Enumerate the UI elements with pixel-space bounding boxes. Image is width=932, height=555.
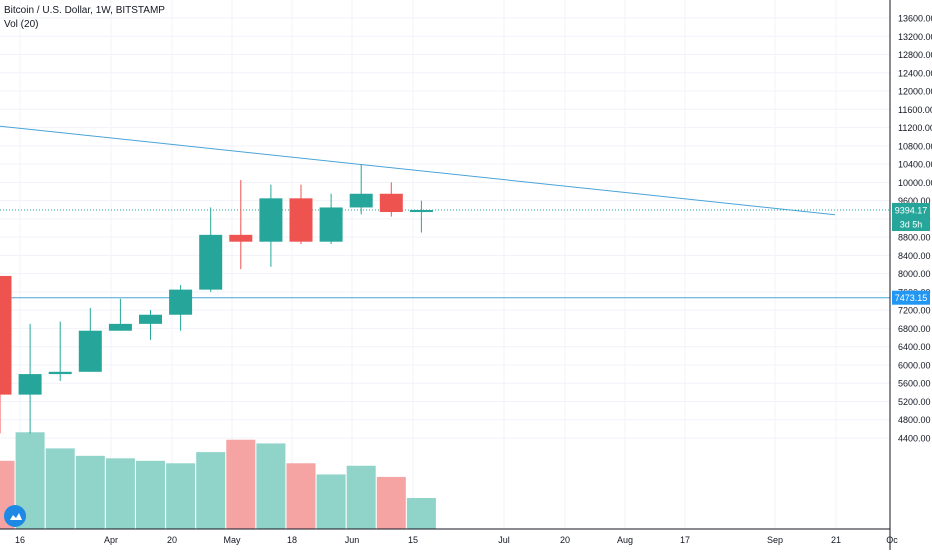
- candle-body: [0, 275, 12, 395]
- candle-body: [199, 234, 223, 290]
- volume-bar: [406, 498, 436, 529]
- y-tick-label: 9600.00: [898, 196, 931, 206]
- x-tick-label: 17: [680, 535, 690, 545]
- volume-bar: [196, 452, 226, 529]
- candle-layer: [0, 164, 433, 434]
- volume-bar: [316, 474, 346, 529]
- x-tick-label: 16: [15, 535, 25, 545]
- x-tick-label: 18: [287, 535, 297, 545]
- resistance-trendline: [0, 125, 836, 216]
- candle-body: [379, 193, 403, 213]
- bar-countdown-label: 3d 5h: [900, 220, 923, 230]
- y-tick-label: 8800.00: [898, 233, 931, 243]
- candle-body: [349, 193, 373, 208]
- y-tick-label: 6400.00: [898, 342, 931, 352]
- volume-bar: [136, 460, 165, 529]
- volume-bar: [226, 439, 256, 529]
- volume-bar: [376, 476, 406, 529]
- bar-countdown-label-bg: [892, 217, 930, 232]
- x-tick-label: Aug: [617, 535, 633, 545]
- support-level-label-bg: [892, 290, 930, 305]
- x-tick-label: Sep: [767, 535, 783, 545]
- y-tick-label: 10400.00: [898, 160, 932, 170]
- candle-body: [139, 314, 162, 324]
- volume-bar: [75, 455, 105, 529]
- x-tick-label: 21: [831, 535, 841, 545]
- x-tick-label: Apr: [104, 535, 118, 545]
- volume-bar: [256, 443, 286, 529]
- candle-body: [319, 207, 343, 242]
- y-tick-label: 6000.00: [898, 360, 931, 370]
- x-tick-label: 15: [408, 535, 418, 545]
- y-tick-label: 8000.00: [898, 269, 931, 279]
- x-tick-label: 20: [167, 535, 177, 545]
- candle-body: [289, 198, 313, 242]
- y-tick-label: 8400.00: [898, 251, 931, 261]
- y-tick-label: 13200.00: [898, 32, 932, 42]
- y-tick-label: 13600.00: [898, 14, 932, 24]
- tradingview-logo-icon[interactable]: [4, 505, 26, 527]
- support-level-label: 7473.15: [895, 293, 928, 303]
- x-tick-label: Jun: [345, 535, 360, 545]
- current-price-label-bg: [892, 203, 930, 218]
- line-layer: [0, 125, 890, 299]
- volume-bar: [286, 463, 316, 529]
- volume-bar: [346, 465, 376, 529]
- y-tick-label: 4400.00: [898, 434, 931, 444]
- volume-bar: [166, 463, 196, 529]
- candle-body: [18, 374, 42, 395]
- y-tick-label: 11200.00: [898, 123, 932, 133]
- current-price-label: 9394.17: [895, 206, 928, 216]
- candle-body: [259, 198, 283, 242]
- y-tick-label: 12800.00: [898, 50, 932, 60]
- y-tick-label: 7200.00: [898, 306, 931, 316]
- y-tick-label: 11600.00: [898, 105, 932, 115]
- y-tick-label: 12000.00: [898, 87, 932, 97]
- price-label-layer: 9394.17 3d 5h 7473.15: [892, 203, 930, 305]
- y-tick-label: 12400.00: [898, 68, 932, 78]
- volume-layer: [0, 432, 436, 529]
- x-tick-label: Oc: [886, 535, 898, 545]
- x-tick-label: Jul: [498, 535, 510, 545]
- chart-legend: Bitcoin / U.S. Dollar, 1W, BITSTAMP Vol …: [4, 4, 165, 32]
- candle-body: [409, 210, 433, 213]
- candle-body: [78, 330, 102, 372]
- x-tick-label: 20: [560, 535, 570, 545]
- grid-layer: [0, 0, 890, 529]
- volume-bar: [45, 448, 75, 529]
- y-tick-label: 4800.00: [898, 415, 931, 425]
- candle-body: [48, 371, 72, 375]
- candle-body: [169, 289, 193, 315]
- y-tick-label: 10800.00: [898, 141, 932, 151]
- y-tick-label: 5600.00: [898, 379, 931, 389]
- y-tick-label: 10000.00: [898, 178, 932, 188]
- y-tick-label: 5200.00: [898, 397, 931, 407]
- x-tick-label: May: [223, 535, 241, 545]
- volume-bar: [105, 458, 135, 529]
- cloud-icon: [10, 513, 22, 520]
- volume-indicator-title: Vol (20): [4, 19, 39, 30]
- candle-body: [108, 323, 132, 331]
- symbol-title: Bitcoin / U.S. Dollar, 1W, BITSTAMP: [4, 5, 165, 16]
- candle-body: [229, 234, 253, 242]
- y-tick-label: 6800.00: [898, 324, 931, 334]
